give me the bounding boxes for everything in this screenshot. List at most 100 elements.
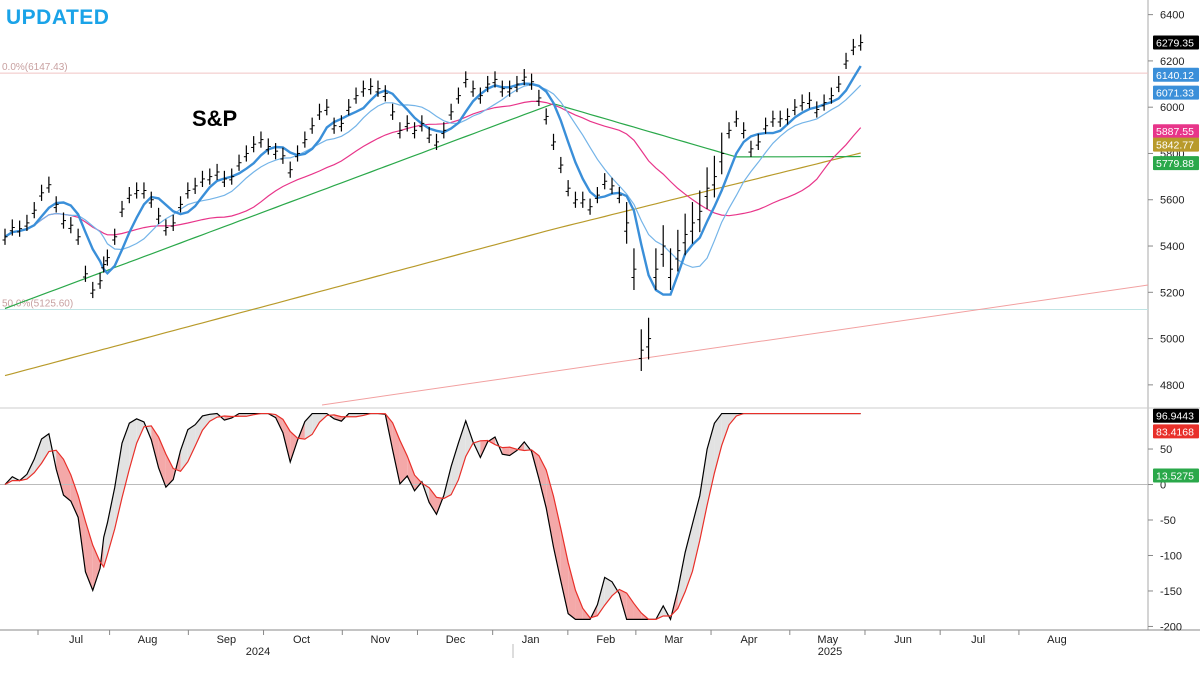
price-bar xyxy=(843,52,849,70)
osc-fill xyxy=(604,577,613,606)
price-bar xyxy=(258,131,264,148)
price-bar xyxy=(814,101,820,118)
price-bar xyxy=(426,126,432,144)
osc-fill xyxy=(282,419,291,463)
price-bar xyxy=(265,138,271,155)
price-bar xyxy=(9,219,15,236)
price-bar xyxy=(324,99,330,116)
price-bar xyxy=(521,69,527,86)
axis-value-tag-label: 96.9443 xyxy=(1156,411,1194,423)
osc-fill xyxy=(546,469,554,548)
osc-fill xyxy=(78,495,86,572)
axis-value-tag-label: 6071.33 xyxy=(1156,88,1194,100)
month-label: Apr xyxy=(740,634,757,646)
osc-fill xyxy=(575,590,583,620)
price-bar xyxy=(770,110,776,127)
month-label: May xyxy=(817,634,838,646)
price-bar xyxy=(689,202,695,244)
price-bar xyxy=(777,110,783,127)
price-bar xyxy=(638,329,644,371)
osc-fill xyxy=(692,495,700,572)
month-label: Feb xyxy=(596,634,615,646)
osc-fill xyxy=(129,418,137,470)
osc-tick-label: -50 xyxy=(1160,515,1176,527)
price-bar xyxy=(631,248,637,290)
month-label: Mar xyxy=(664,634,683,646)
month-label: Jul xyxy=(971,634,985,646)
price-bar xyxy=(624,202,630,244)
axis-value-tag-label: 5779.88 xyxy=(1156,158,1194,170)
price-bar xyxy=(207,168,213,185)
price-bar xyxy=(39,184,45,201)
osc-fill xyxy=(209,413,218,422)
price-bar xyxy=(785,108,791,125)
price-bar xyxy=(733,110,739,127)
price-bar xyxy=(441,122,447,139)
axis-value-tag: 83.4168 xyxy=(1153,424,1199,439)
fib-level-label: 0.0%(6147.43) xyxy=(2,62,68,73)
price-bar xyxy=(806,92,812,109)
price-bar xyxy=(53,196,59,213)
price-bar xyxy=(243,145,249,162)
axis-value-tag-label: 83.4168 xyxy=(1156,426,1194,438)
price-bar xyxy=(412,122,418,139)
axis-value-tag-bg xyxy=(1153,408,1199,423)
osc-fill xyxy=(107,487,115,555)
axis-value-tag-bg xyxy=(1153,137,1199,152)
price-bar xyxy=(68,217,74,234)
price-bar xyxy=(119,200,125,218)
month-label: Oct xyxy=(293,634,310,646)
month-label: Dec xyxy=(446,634,466,646)
price-bar xyxy=(134,182,140,199)
osc-tick-label: -200 xyxy=(1160,621,1182,633)
price-bar xyxy=(101,256,107,273)
price-bar xyxy=(616,187,622,204)
year-label: 2024 xyxy=(246,646,270,658)
osc-line xyxy=(4,412,861,622)
price-bar xyxy=(660,225,666,267)
osc-tick-label: 0 xyxy=(1160,480,1166,492)
price-bar xyxy=(543,108,549,125)
price-bar xyxy=(2,228,8,245)
price-bar xyxy=(529,73,535,90)
price-bar xyxy=(97,272,103,289)
axis-value-tag-bg xyxy=(1153,67,1199,82)
price-bar xyxy=(61,212,67,229)
price-bar xyxy=(390,103,396,120)
osc-tick-label: 50 xyxy=(1160,444,1172,456)
price-bar xyxy=(799,94,805,111)
osc-tick-label: -150 xyxy=(1160,586,1182,598)
price-bar xyxy=(719,132,725,175)
osc-fill xyxy=(714,413,722,474)
axis-value-tag-bg xyxy=(1153,35,1199,50)
osc-fill xyxy=(158,437,166,488)
osc-fill xyxy=(429,487,437,515)
osc-fill xyxy=(165,454,174,488)
axis-value-tag-bg xyxy=(1153,85,1199,100)
price-bar xyxy=(433,133,439,150)
price-bar xyxy=(741,122,747,139)
osc-fill xyxy=(633,603,642,620)
price-bar xyxy=(251,136,257,153)
price-bar xyxy=(836,75,842,93)
price-bar xyxy=(711,155,717,198)
price-bar xyxy=(675,229,681,272)
osc-fill xyxy=(122,423,130,498)
axis-value-tag: 5887.55 xyxy=(1153,124,1199,139)
month-label: Sep xyxy=(217,634,237,646)
price-tick-label: 6200 xyxy=(1160,56,1184,68)
price-bar xyxy=(668,248,674,290)
price-bar xyxy=(353,87,359,104)
axis-value-tag-label: 13.5275 xyxy=(1156,471,1194,483)
price-bar xyxy=(221,170,227,188)
price-bar xyxy=(697,190,703,233)
month-label: Jul xyxy=(69,634,83,646)
axis-value-tag: 13.5275 xyxy=(1153,468,1199,483)
price-bar xyxy=(75,228,81,245)
osc-fill xyxy=(239,413,247,417)
price-bar xyxy=(763,117,769,134)
price-bar xyxy=(455,87,461,104)
osc-fill xyxy=(392,422,400,484)
price-bar xyxy=(287,161,293,178)
